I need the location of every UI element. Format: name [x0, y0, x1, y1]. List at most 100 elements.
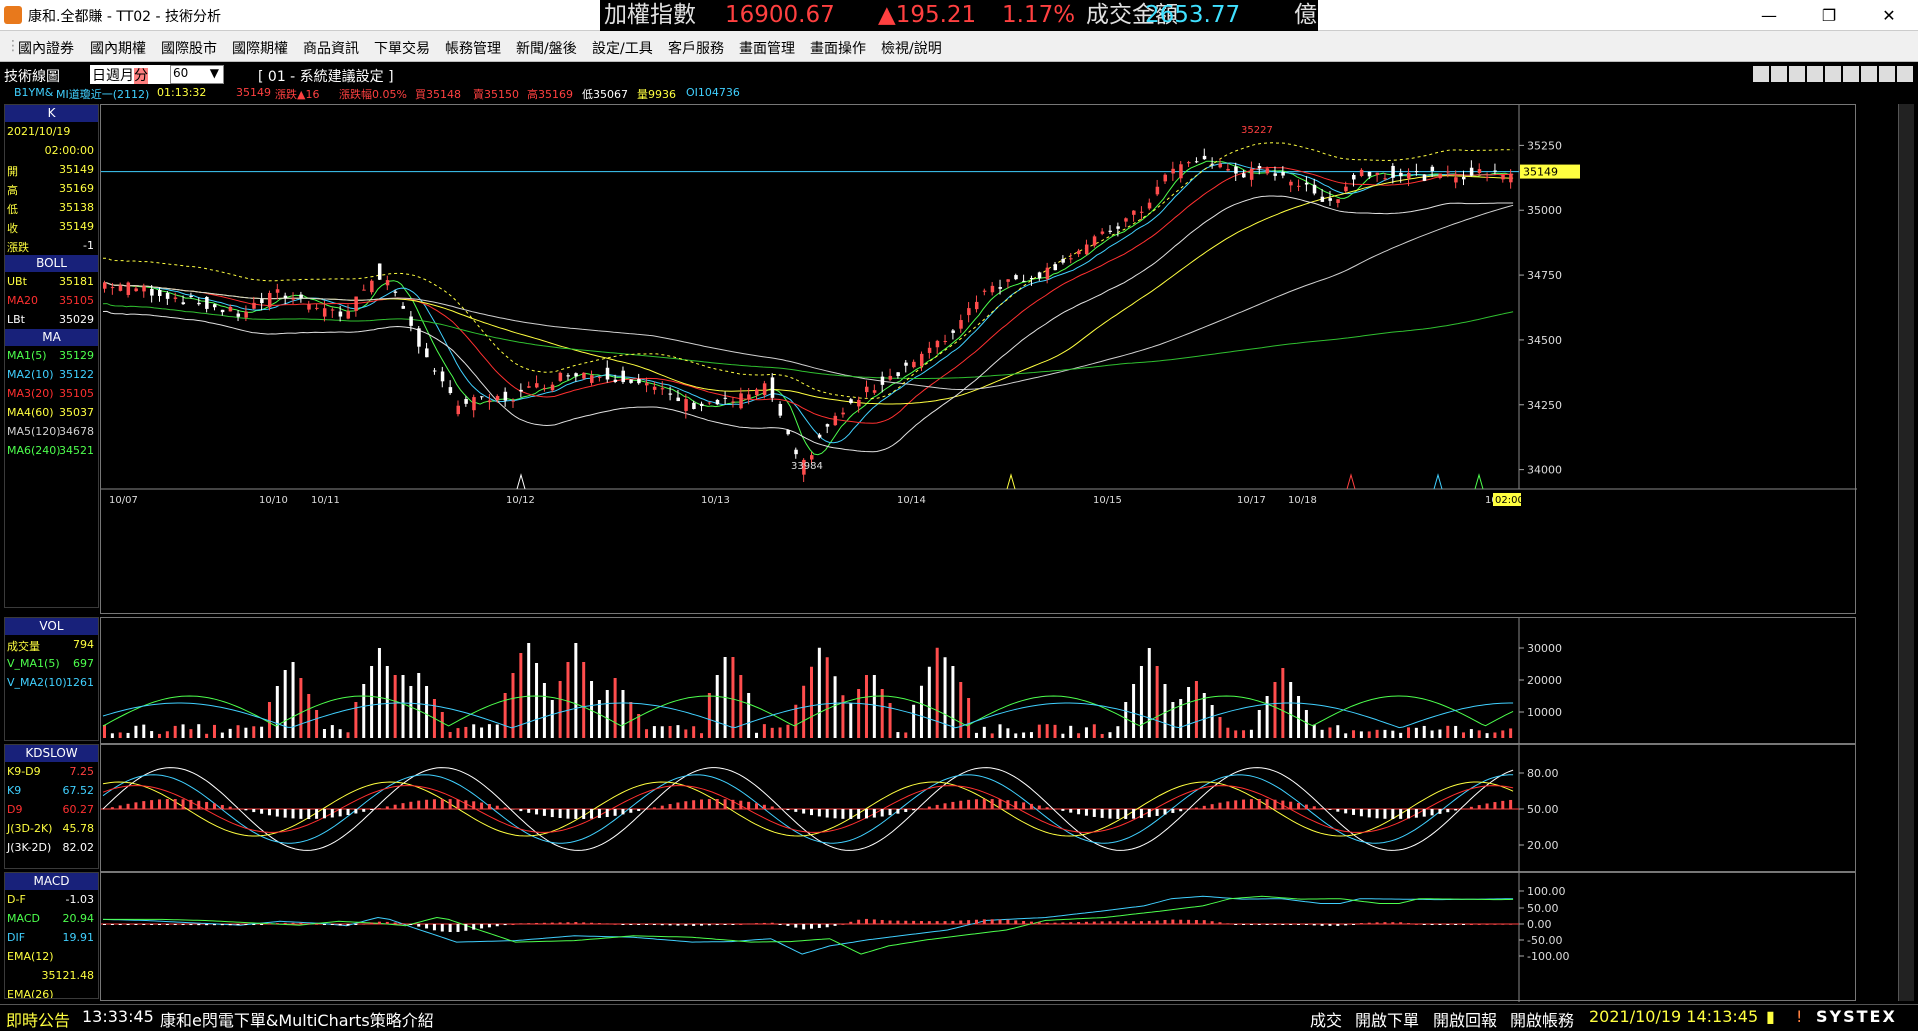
- volume-bar: [614, 678, 617, 738]
- vertical-scrollbar[interactable]: [1898, 104, 1914, 1001]
- announcement-message[interactable]: 康和e閃電下單&MultiCharts策略介紹: [160, 1007, 434, 1031]
- kd-histogram-bar: [1407, 809, 1410, 818]
- volume-bar: [849, 703, 852, 738]
- kd-histogram-bar: [912, 809, 915, 810]
- volume-bar: [1148, 648, 1151, 738]
- candle-body: [1234, 167, 1238, 174]
- zoom-in-icon[interactable]: [1807, 66, 1823, 82]
- menu-intl-futures[interactable]: 國際期權: [232, 38, 288, 58]
- zoom-out-icon[interactable]: [1825, 66, 1841, 82]
- open-account-button[interactable]: 開啟帳務: [1510, 1007, 1574, 1031]
- k-close-label: 收: [7, 220, 18, 236]
- candle-body: [1501, 175, 1505, 179]
- macd-histogram-bar: [205, 924, 208, 925]
- search-icon[interactable]: [1843, 66, 1859, 82]
- tab-tech-chart[interactable]: 技術線圖: [4, 66, 60, 86]
- macd-histogram-bar: [1093, 922, 1096, 924]
- menu-trading[interactable]: 下單交易: [374, 38, 430, 58]
- candle-body: [488, 400, 492, 402]
- macd-histogram-bar: [1438, 924, 1441, 925]
- volume-bar: [1391, 731, 1394, 738]
- macd-histogram-bar: [111, 924, 114, 925]
- announcement-label[interactable]: 即時公告: [6, 1007, 70, 1031]
- volume-bar: [574, 643, 577, 738]
- menu-view-help[interactable]: 檢視/說明: [881, 38, 942, 58]
- kd-histogram-bar: [1360, 809, 1363, 816]
- indicator-setting[interactable]: [ 01 - 系統建議設定 ]: [258, 66, 394, 86]
- macd-histogram-bar: [841, 924, 844, 925]
- kd-histogram-bar: [472, 801, 475, 809]
- menu-screen-ops[interactable]: 畫面操作: [810, 38, 866, 58]
- period-month[interactable]: 月: [120, 68, 134, 84]
- menu-news[interactable]: 新聞/盤後: [516, 38, 577, 58]
- macd-histogram-bar: [928, 921, 931, 924]
- menu-screen-mgmt[interactable]: 畫面管理: [739, 38, 795, 58]
- j1-value: 45.78: [63, 822, 95, 835]
- maximize-button[interactable]: ❐: [1806, 0, 1852, 31]
- volume-bar: [645, 729, 648, 738]
- volume-bar: [1218, 717, 1221, 738]
- period-minute[interactable]: 分: [134, 68, 148, 84]
- plus-icon[interactable]: [1789, 66, 1805, 82]
- kd-histogram-bar: [669, 804, 672, 809]
- period-day[interactable]: 日: [92, 68, 106, 84]
- candle-body: [174, 298, 178, 299]
- kd-histogram-bar: [889, 809, 892, 815]
- close-button[interactable]: ✕: [1866, 0, 1912, 31]
- macd-histogram-bar: [284, 923, 287, 924]
- d9-label: D9: [7, 803, 22, 816]
- open-order-button[interactable]: 開啟下單: [1355, 1007, 1419, 1031]
- save-icon[interactable]: [1861, 66, 1877, 82]
- macd-histogram-bar: [1250, 924, 1253, 925]
- candle-body: [441, 371, 445, 381]
- current-price-label: 35149: [1523, 166, 1558, 179]
- macd-axis-label: -100.00: [1527, 950, 1569, 963]
- volume-bar: [747, 693, 750, 738]
- zoom-fit-icon[interactable]: [1753, 66, 1769, 82]
- volume-bar: [299, 678, 302, 738]
- kd-histogram-bar: [786, 809, 789, 810]
- menu-intl-stocks[interactable]: 國際股市: [161, 38, 217, 58]
- candle-body: [731, 401, 735, 402]
- menu-support[interactable]: 客戶服務: [668, 38, 724, 58]
- menu-domestic-securities[interactable]: 國內證券: [18, 38, 74, 58]
- open-report-button[interactable]: 開啟回報: [1433, 1007, 1497, 1031]
- kd-histogram-bar: [339, 809, 342, 816]
- menu-accounts[interactable]: 帳務管理: [445, 38, 501, 58]
- close-chart-icon[interactable]: [1897, 66, 1913, 82]
- macd-histogram-bar: [1391, 922, 1394, 924]
- period-week[interactable]: 週: [106, 68, 120, 84]
- candle-body: [1478, 169, 1482, 173]
- macd-histogram-bar: [457, 924, 460, 932]
- volume-bar: [284, 670, 287, 738]
- price-axis-label: 34000: [1527, 464, 1562, 477]
- macd-histogram-bar: [810, 924, 813, 929]
- volume-bar: [103, 725, 106, 738]
- volume-bar: [873, 675, 876, 738]
- kd-histogram-bar: [1046, 807, 1049, 809]
- kd-histogram-bar: [849, 809, 852, 819]
- menu-product-info[interactable]: 商品資訊: [303, 38, 359, 58]
- volume-bar: [1054, 725, 1057, 738]
- chevron-down-icon: ▼: [210, 66, 219, 80]
- copy-icon[interactable]: [1879, 66, 1895, 82]
- kd-histogram-bar: [527, 809, 530, 813]
- kd-histogram-bar: [559, 809, 562, 818]
- candle-body: [1273, 173, 1277, 175]
- kd-histogram-bar: [1431, 809, 1434, 815]
- kd-histogram-bar: [354, 809, 357, 813]
- interval-select[interactable]: 60▼: [170, 65, 224, 84]
- candle-body: [150, 289, 154, 296]
- minus-icon[interactable]: [1771, 66, 1787, 82]
- macd-histogram-bar: [896, 921, 899, 924]
- menu-settings[interactable]: 設定/工具: [592, 38, 653, 58]
- menu-domestic-futures[interactable]: 國內期權: [90, 38, 146, 58]
- minimize-button[interactable]: —: [1746, 0, 1792, 31]
- trades-button[interactable]: 成交: [1310, 1007, 1342, 1031]
